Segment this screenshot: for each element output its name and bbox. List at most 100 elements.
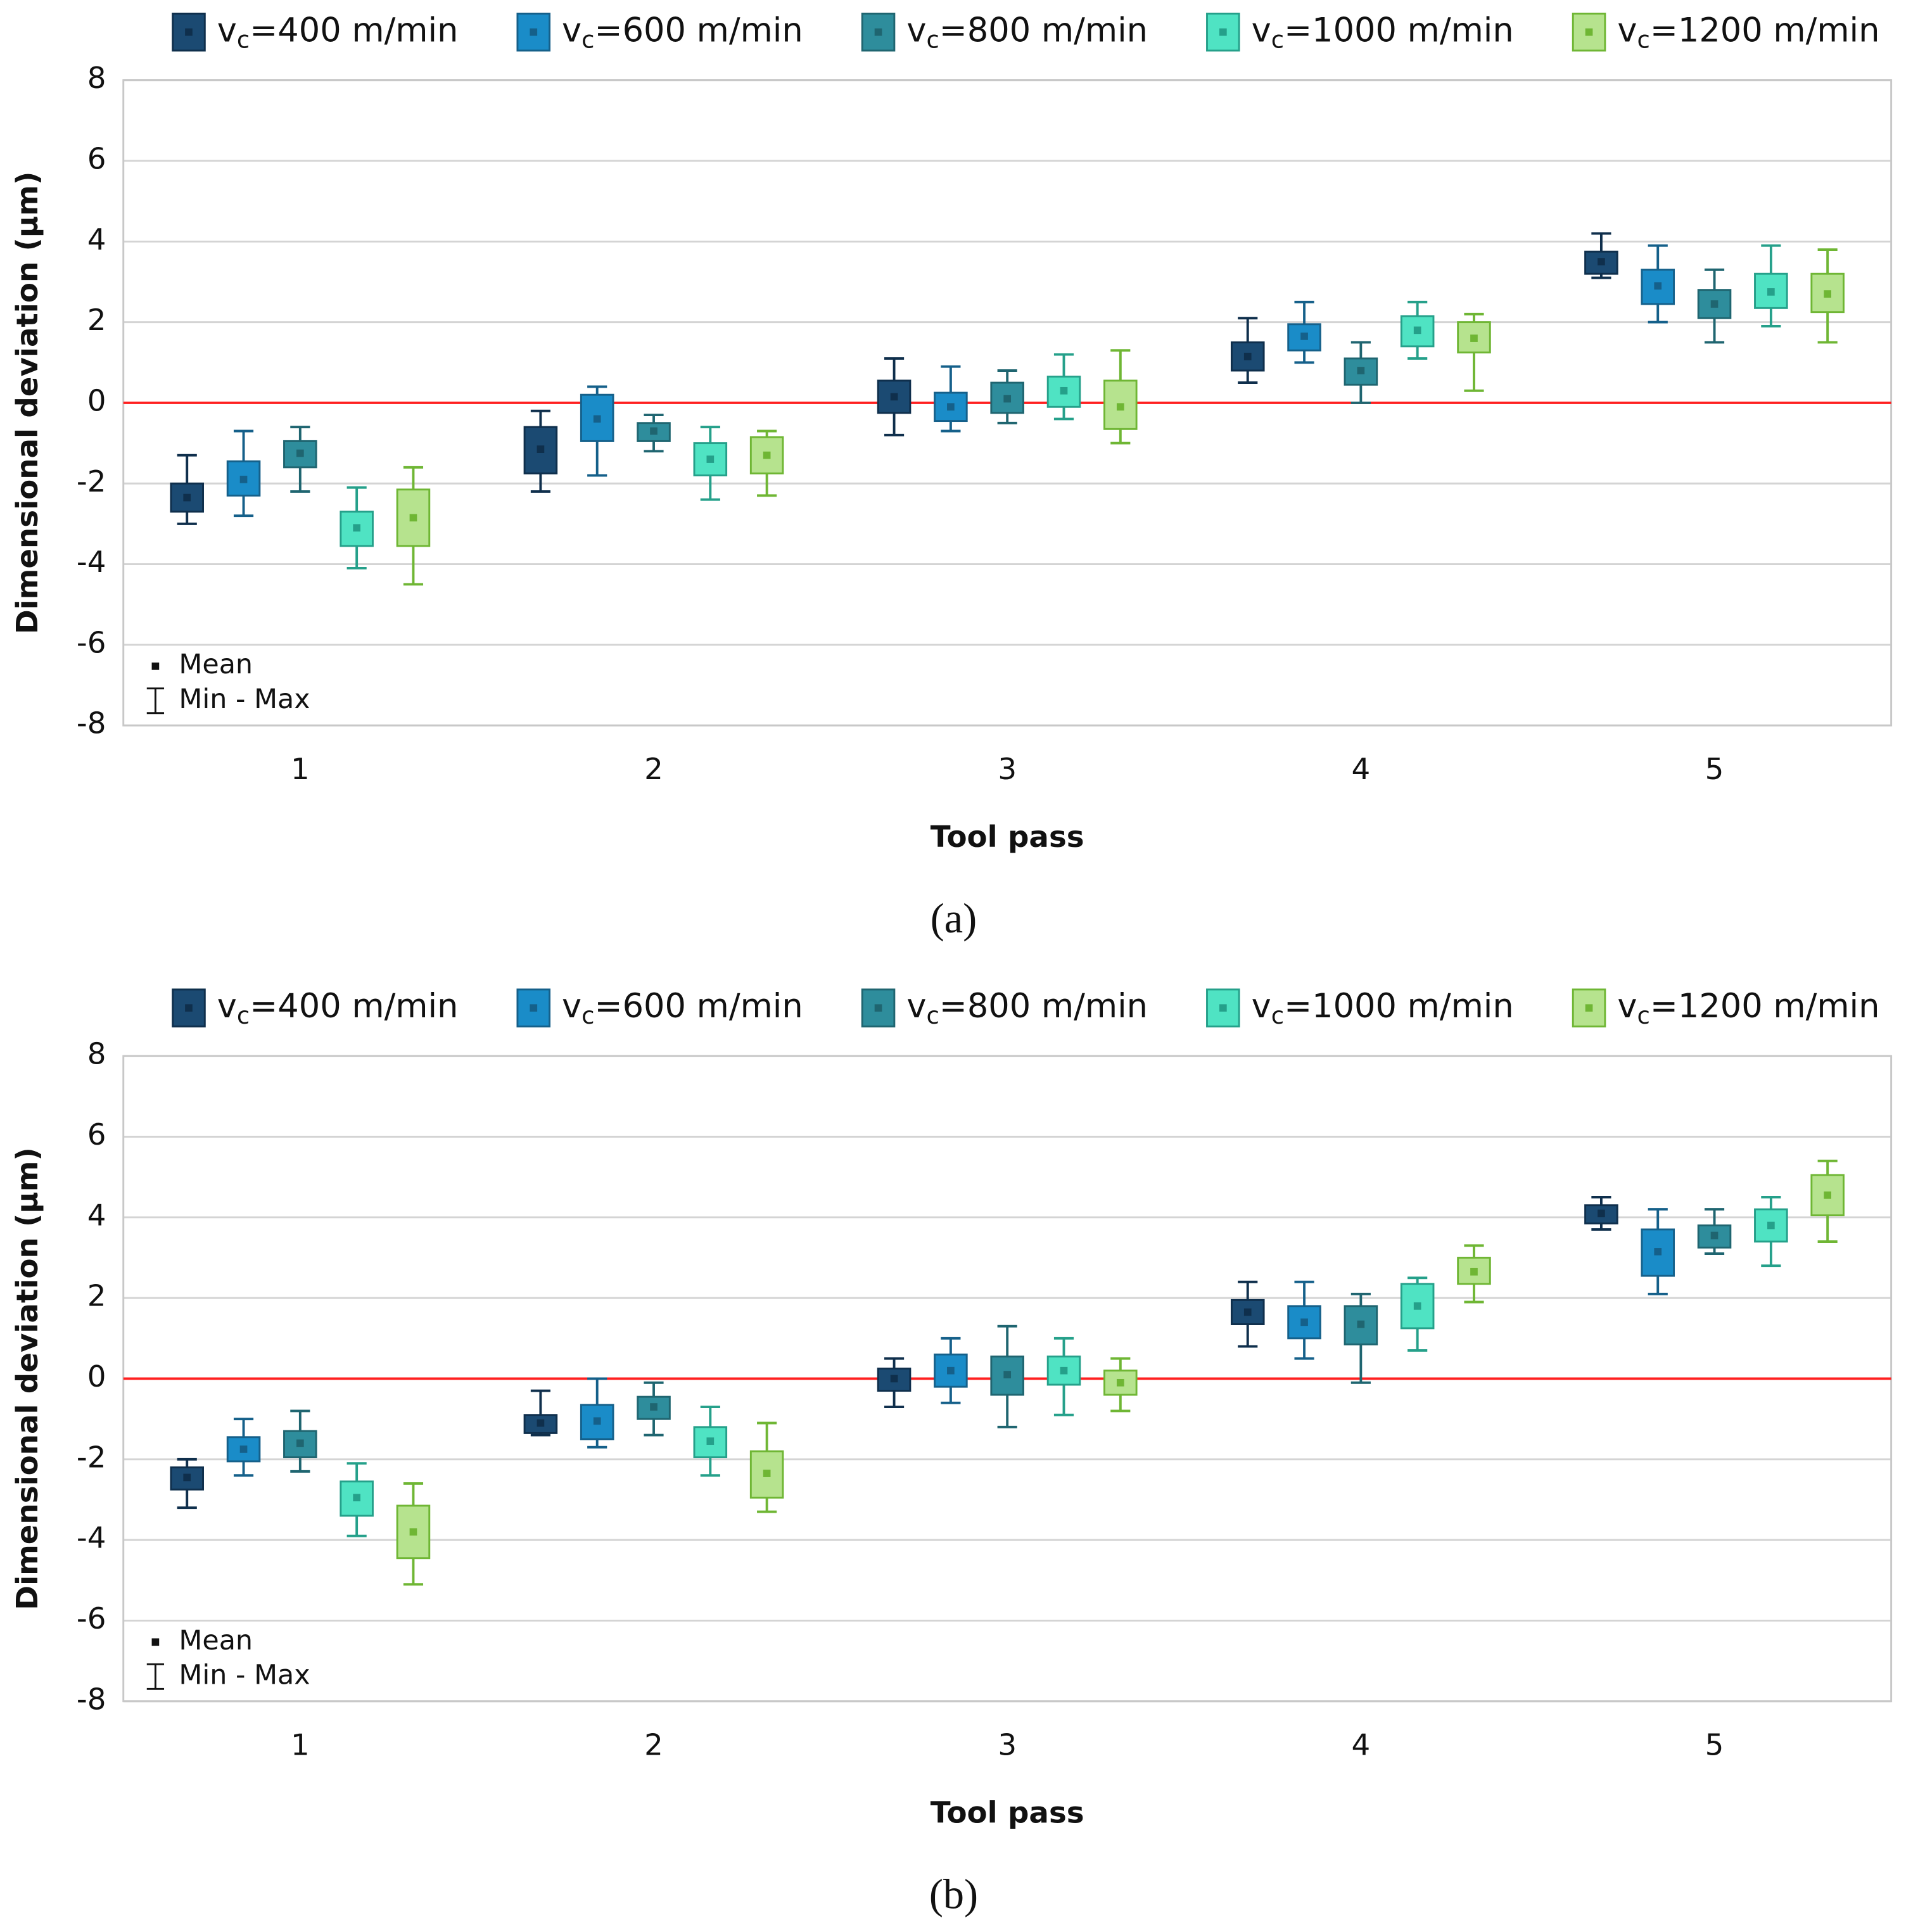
whisker-high [1350, 1292, 1371, 1306]
whisker-high [1294, 1280, 1314, 1306]
whisker-high [1648, 244, 1668, 270]
mean-marker [890, 1375, 898, 1383]
whisker-low [1591, 1223, 1611, 1231]
legend-item: vc=1000 m/min [1206, 987, 1514, 1029]
legend-item: vc=400 m/min [172, 11, 458, 53]
y-tick-label: 8 [87, 1038, 106, 1072]
mean-marker [947, 1366, 955, 1375]
whisker-low [757, 473, 777, 497]
whisker-low [290, 1457, 310, 1473]
legend-item: vc=600 m/min [516, 987, 803, 1029]
caption: (a) [931, 896, 977, 942]
whisker-high [1761, 244, 1781, 274]
box [1810, 1174, 1845, 1217]
mean-marker [706, 455, 715, 463]
whisker-high [1238, 1280, 1258, 1300]
whisker-high [1648, 1208, 1668, 1230]
y-tick-label: 2 [87, 1280, 106, 1314]
x-tick-label: 4 [1352, 1728, 1371, 1762]
whisker-high [177, 454, 197, 484]
box [749, 436, 784, 474]
whisker-high [1294, 300, 1314, 324]
whisker-high [757, 1421, 777, 1452]
whisker-low [700, 475, 720, 501]
whisker-low [1704, 1247, 1725, 1255]
whisker-high [997, 1325, 1017, 1357]
whisker-high [1704, 1208, 1725, 1226]
box [1103, 379, 1138, 430]
box [1287, 1305, 1321, 1340]
legend-label: vc=1200 m/min [1617, 11, 1879, 53]
whisker-low [1817, 1215, 1838, 1243]
legend-item: vc=800 m/min [861, 987, 1148, 1029]
whisker-high [700, 426, 720, 443]
x-axis-title: Tool pass [931, 820, 1084, 855]
note-mean: Mean [179, 1625, 253, 1656]
legend-label: vc=600 m/min [562, 11, 803, 53]
x-tick-label: 5 [1705, 753, 1724, 787]
mean-marker [1470, 1268, 1478, 1276]
whisker-low [290, 467, 310, 493]
mean-marker [353, 1494, 360, 1502]
whisker-low [1648, 1276, 1668, 1295]
whisker-high [757, 429, 777, 438]
mean-marker [1243, 1308, 1252, 1316]
x-tick-label: 1 [291, 1728, 310, 1762]
whisker-high [884, 1357, 905, 1369]
legend-swatch-mean [530, 1004, 538, 1012]
mean-marker [947, 403, 955, 411]
mean-marker [1357, 367, 1365, 374]
whisker-low [1350, 1344, 1371, 1384]
mean-marker [409, 514, 417, 522]
legend-swatch-mean [530, 28, 538, 36]
whisker-low [1407, 1328, 1428, 1352]
whisker-low [1350, 384, 1371, 404]
whisker-high [644, 414, 664, 423]
whisker-low [587, 1439, 607, 1449]
panel: vc=400 m/min vc=600 m/min vc=800 m/min vc=1… [11, 11, 1893, 942]
whisker-low [644, 441, 664, 453]
mean-marker [1243, 352, 1252, 360]
whisker-low [1294, 1338, 1314, 1360]
mean-marker [537, 1419, 545, 1427]
whisker-high [1407, 300, 1428, 317]
whisker-low [884, 412, 905, 436]
legend-item: vc=800 m/min [861, 11, 1148, 53]
y-tick-label: -2 [77, 1440, 106, 1475]
whisker-high [233, 429, 254, 462]
box [1697, 1224, 1732, 1249]
y-tick-label: -4 [77, 1522, 106, 1556]
y-axis-title: Dimensional deviation (µm) [11, 172, 45, 635]
mean-marker [296, 1439, 304, 1447]
whisker-high [587, 385, 607, 395]
whisker-high [233, 1418, 254, 1437]
whisker-high [1053, 353, 1074, 377]
x-tick-label: 5 [1705, 1728, 1724, 1762]
whisker-low [997, 1394, 1017, 1428]
note-mean-marker [151, 1638, 160, 1646]
mean-marker [1116, 1378, 1124, 1387]
legend-item: vc=600 m/min [516, 11, 803, 53]
mean-marker [1060, 386, 1068, 395]
mean-marker [1060, 1366, 1068, 1375]
whisker-high [346, 1462, 367, 1482]
whisker-low [1464, 352, 1484, 392]
y-tick-label: 0 [87, 384, 106, 418]
y-tick-label: -6 [77, 626, 106, 660]
caption: (b) [929, 1872, 978, 1918]
note-mean: Mean [179, 649, 253, 680]
mean-marker [239, 476, 248, 483]
legend-label: vc=800 m/min [906, 987, 1148, 1029]
note-mean-marker [151, 662, 160, 670]
y-tick-label: 0 [87, 1360, 106, 1394]
mean-marker [593, 415, 601, 423]
whisker-high [1407, 1276, 1428, 1284]
mean-marker [650, 1403, 658, 1411]
legend-item: vc=1000 m/min [1206, 11, 1514, 53]
mean-marker [1824, 1191, 1832, 1199]
whisker-low [1464, 1283, 1484, 1304]
whisker-high [884, 357, 905, 381]
legend-swatch [172, 13, 206, 52]
mean-marker [890, 393, 898, 401]
